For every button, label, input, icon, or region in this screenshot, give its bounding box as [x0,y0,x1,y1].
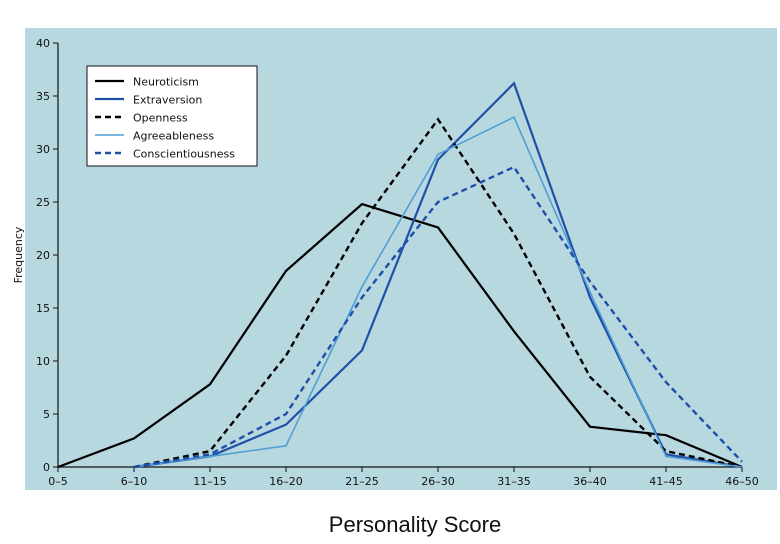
x-tick-label: 6–10 [121,475,148,488]
y-axis-title: Frequency [12,226,25,283]
x-axis-title: Personality Score [328,512,502,537]
x-tick-label: 0–5 [48,475,68,488]
x-tick-label: 26–30 [421,475,455,488]
legend-label: Extraversion [133,94,202,107]
x-tick-label: 31–35 [497,475,531,488]
y-tick-label: 5 [43,408,50,421]
legend-label: Openness [133,112,188,125]
x-tick-label: 11–15 [193,475,227,488]
y-tick-label: 0 [43,461,50,474]
y-tick-label: 30 [36,143,50,156]
y-tick-label: 15 [36,302,50,315]
legend-label: Agreeableness [133,130,214,143]
x-tick-label: 16–20 [269,475,303,488]
series-line-conscientiousness [133,165,743,469]
legend-label: Conscientiousness [133,148,235,161]
series-line-agreeableness [133,116,743,468]
y-tick-label: 25 [36,196,50,209]
x-tick-label: 21–25 [345,475,379,488]
series-line-openness [133,117,743,469]
x-tick-label: 46–50 [725,475,759,488]
y-tick-label: 35 [36,90,50,103]
y-tick-label: 20 [36,249,50,262]
x-tick-label: 36–40 [573,475,607,488]
legend-label: Neuroticism [133,76,199,89]
x-tick-label: 41–45 [649,475,683,488]
y-tick-label: 40 [36,37,50,50]
y-tick-label: 10 [36,355,50,368]
series-line-neuroticism [57,202,743,469]
